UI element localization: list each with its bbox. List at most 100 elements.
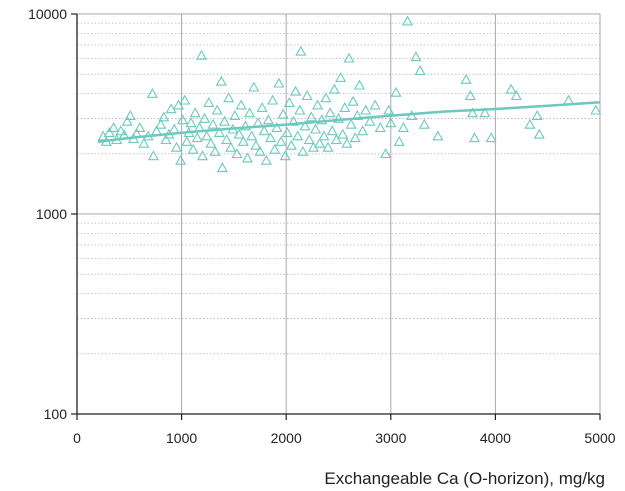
data-point (524, 118, 536, 129)
data-point (191, 132, 203, 143)
x-axis-label: Exchangeable Ca (O-horizon), mg/kg (324, 469, 605, 488)
data-point (324, 107, 336, 118)
data-point (252, 117, 264, 128)
data-point (196, 150, 209, 161)
data-point (341, 137, 353, 148)
data-point (124, 109, 136, 120)
data-point (305, 111, 317, 122)
data-point (155, 118, 167, 129)
data-point (254, 145, 266, 156)
data-point (201, 130, 213, 141)
data-point (312, 99, 324, 110)
data-point (505, 83, 517, 94)
data-point (360, 104, 372, 115)
data-point (256, 101, 268, 112)
data-point (225, 141, 237, 152)
data-point (318, 130, 330, 141)
data-point (131, 127, 143, 138)
data-point (322, 141, 334, 152)
data-point (533, 128, 545, 139)
data-point (267, 94, 279, 105)
data-point (227, 123, 239, 134)
data-point (179, 94, 191, 105)
data-point (563, 94, 575, 105)
y-tick-label: 10000 (28, 6, 67, 22)
data-point (485, 132, 497, 143)
data-point (320, 92, 332, 103)
data-point (115, 125, 127, 136)
data-point (177, 114, 189, 125)
data-point (295, 45, 307, 56)
data-point (343, 52, 355, 63)
data-point (237, 135, 249, 146)
data-point (271, 121, 283, 132)
data-point (351, 109, 363, 120)
data-point (163, 128, 175, 139)
data-point (397, 121, 409, 132)
grid (76, 13, 601, 415)
data-point (281, 126, 293, 137)
data-point (374, 121, 386, 132)
data-point (118, 129, 130, 140)
x-tick-label: 3000 (375, 430, 406, 446)
data-point (277, 108, 289, 119)
data-point (283, 96, 295, 107)
data-point (218, 115, 231, 126)
data-point (432, 130, 444, 141)
data-point (211, 104, 223, 115)
data-point (244, 107, 256, 118)
data-point (187, 143, 199, 154)
data-point (205, 137, 217, 148)
data-point (100, 135, 112, 146)
data-point (193, 121, 205, 132)
data-point (369, 99, 381, 110)
data-point (410, 51, 422, 62)
data-point (460, 73, 472, 84)
data-point (309, 123, 322, 134)
x-tick-label: 4000 (480, 430, 511, 446)
data-point (158, 111, 170, 122)
data-point (335, 72, 347, 82)
data-point (316, 114, 328, 125)
data-point (466, 107, 478, 118)
data-point (287, 115, 300, 126)
data-point (383, 104, 395, 115)
data-point (273, 77, 285, 88)
data-point (314, 137, 326, 148)
data-point (250, 139, 262, 150)
data-point (264, 132, 277, 143)
data-point (142, 130, 154, 141)
data-point (464, 90, 476, 101)
data-point (221, 134, 233, 145)
y-tick-label: 100 (44, 406, 68, 422)
trend-line (97, 101, 601, 143)
data-point (260, 154, 272, 165)
data-point (209, 145, 221, 156)
data-point (189, 107, 201, 118)
data-point (297, 145, 309, 156)
data-point (275, 135, 287, 146)
data-point (235, 99, 247, 110)
data-point (349, 132, 361, 143)
data-point (160, 134, 172, 145)
data-point (326, 125, 338, 136)
data-point (231, 148, 243, 159)
data-point (414, 65, 426, 76)
data-point (330, 134, 342, 145)
data-point (390, 86, 402, 97)
data-point (345, 118, 357, 129)
x-tick-label: 2000 (271, 430, 302, 446)
data-point (332, 112, 345, 123)
data-point (181, 135, 193, 146)
data-point (138, 137, 150, 148)
data-point (168, 123, 180, 134)
data-point (134, 121, 146, 132)
data-points (97, 15, 602, 173)
data-point (479, 107, 491, 118)
data-point (401, 15, 414, 26)
data-point (199, 112, 211, 123)
data-point (203, 96, 215, 107)
data-point (183, 126, 195, 137)
data-point (590, 104, 602, 115)
